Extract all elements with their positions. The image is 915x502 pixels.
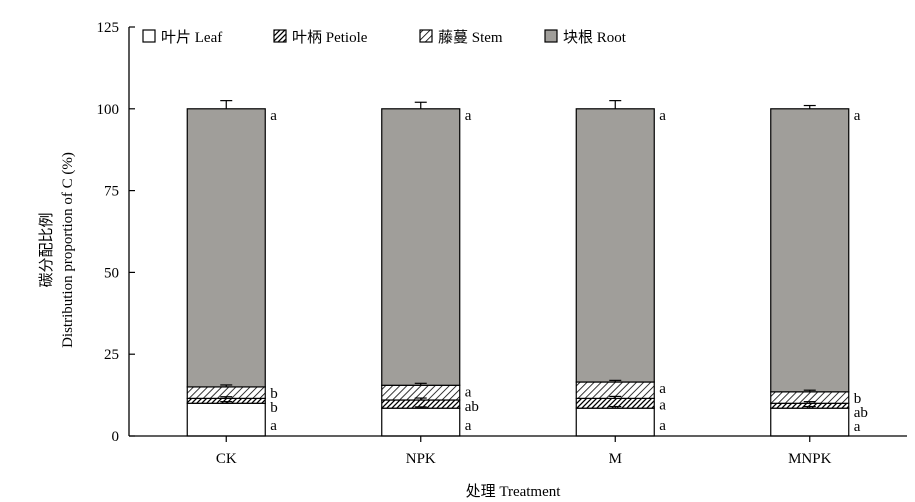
legend-label: 叶柄 Petiole <box>292 29 368 46</box>
bar-segment <box>381 407 461 437</box>
significance-letter: a <box>270 418 277 434</box>
legend-label: 藤蔓 Stem <box>438 29 503 46</box>
significance-letter: a <box>659 381 666 397</box>
legend-swatch <box>142 29 156 43</box>
bar-segment <box>575 407 655 437</box>
significance-letter: a <box>854 108 861 124</box>
legend-item: 叶柄 Petiole <box>273 29 368 46</box>
legend-swatch <box>273 29 287 43</box>
y-axis-label-cn: 碳分配比例 <box>38 212 55 287</box>
bar-segment <box>770 407 850 437</box>
legend-label: 块根 Root <box>563 29 627 46</box>
significance-letter: a <box>659 108 666 124</box>
x-tick-label: M <box>609 451 622 467</box>
y-tick-label: 25 <box>104 347 119 363</box>
significance-letter: b <box>854 391 862 407</box>
x-tick-label: MNPK <box>788 451 832 467</box>
bar-segment <box>381 108 461 386</box>
x-axis-label: 处理 Treatment <box>466 483 562 500</box>
y-tick-label: 125 <box>97 20 120 36</box>
bars <box>186 100 850 437</box>
legend-item: 块根 Root <box>544 29 627 46</box>
y-tick-label: 75 <box>104 184 119 200</box>
bar-segment <box>575 108 655 383</box>
bar-segment <box>770 108 850 393</box>
x-tick-label: CK <box>216 451 237 467</box>
legend-item: 藤蔓 Stem <box>419 29 503 46</box>
significance-letter: a <box>465 384 472 400</box>
x-tick-label: NPK <box>406 451 436 467</box>
significance-letter: a <box>270 108 277 124</box>
axes: 0 25 50 75 100 125 CK NPK M MNPK <box>97 20 907 467</box>
y-tick-label: 50 <box>104 265 119 281</box>
y-tick-label: 100 <box>97 102 120 118</box>
significance-letter: ab <box>854 405 868 421</box>
significance-letter: a <box>659 418 666 434</box>
significance-letter: a <box>465 108 472 124</box>
legend: 叶片 Leaf 叶柄 Petiole 藤蔓 Stem 块根 Root <box>142 29 627 46</box>
significance-letter: b <box>270 400 278 416</box>
significance-letter: a <box>465 418 472 434</box>
significance-letter: b <box>270 386 278 402</box>
significance-letter: ab <box>465 399 479 415</box>
legend-swatch <box>544 29 558 43</box>
bar-segment <box>186 108 266 388</box>
y-axis-label-en: Distribution proportion of C (%) <box>60 152 76 348</box>
legend-item: 叶片 Leaf <box>142 29 222 46</box>
legend-label: 叶片 Leaf <box>161 29 222 46</box>
significance-letter: a <box>659 397 666 413</box>
significance-letter: a <box>854 419 861 435</box>
y-tick-label: 0 <box>112 429 120 445</box>
bar-segment <box>186 402 266 437</box>
legend-swatch <box>419 29 433 43</box>
